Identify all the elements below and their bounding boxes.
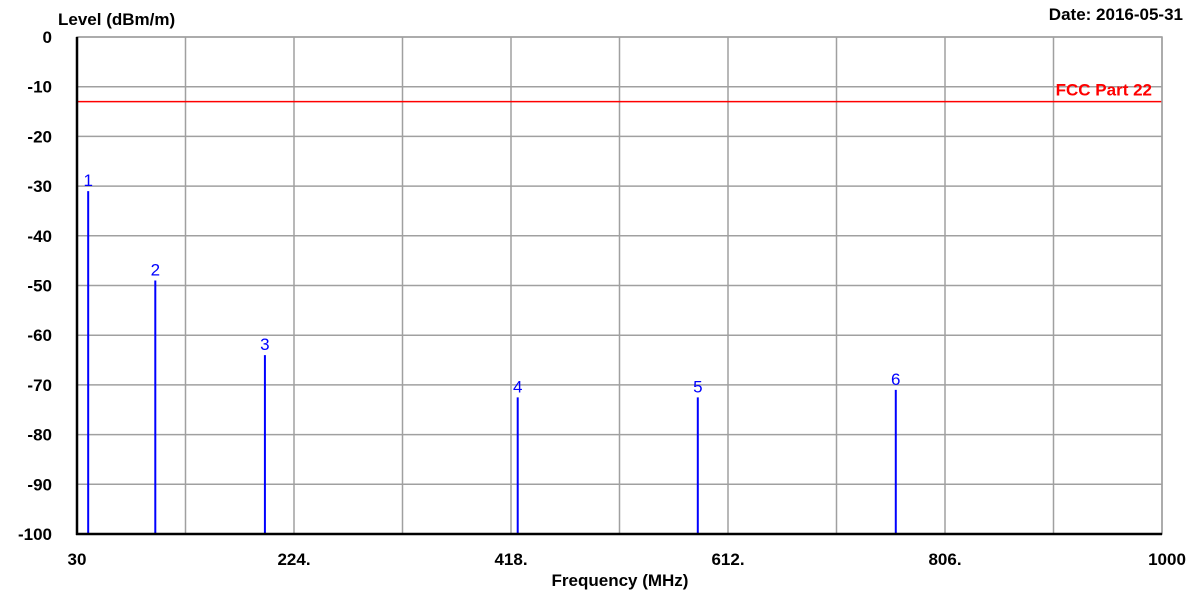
y-tick-labels: 0 -10 -20 -30 -40 -50 -60 -70 -80 -90 -100 [18,28,52,544]
x-tick-labels: 30 224. 418. 612. 806. 1000 [68,550,1186,569]
y-axis-label: Level (dBm/m) [58,10,175,29]
y-tick-label: -50 [27,277,52,296]
x-tick-label: 612. [711,550,744,569]
y-tick-label: -80 [27,426,52,445]
limit-line-group: FCC Part 22 [77,81,1162,103]
x-axis-label: Frequency (MHz) [552,571,689,590]
date-label: Date: 2016-05-31 [1049,5,1183,24]
marker-group: 1 2 3 4 5 6 [83,171,901,534]
y-tick-label: -60 [27,326,52,345]
y-tick-label: 0 [43,28,52,47]
y-tick-label: -40 [27,227,52,246]
x-tick-label: 30 [68,550,87,569]
marker-4-label: 4 [513,377,522,396]
plot-frame-group [75,36,1163,536]
y-tick-label: -20 [27,127,52,146]
marker-5-label: 5 [693,377,702,396]
x-tick-label: 224. [277,550,310,569]
marker-6-label: 6 [891,370,900,389]
grid-lines [76,36,1163,535]
y-tick-label: -70 [27,376,52,395]
x-tick-label: 806. [928,550,961,569]
x-tick-label: 418. [494,550,527,569]
x-tick-label: 1000 [1148,550,1186,569]
marker-2-label: 2 [151,261,160,280]
y-tick-label: -90 [27,475,52,494]
y-tick-label: -30 [27,177,52,196]
limit-line-label: FCC Part 22 [1056,81,1152,100]
marker-3-label: 3 [260,335,269,354]
y-tick-label: -100 [18,525,52,544]
y-tick-label: -10 [27,78,52,97]
marker-1-label: 1 [83,171,92,190]
